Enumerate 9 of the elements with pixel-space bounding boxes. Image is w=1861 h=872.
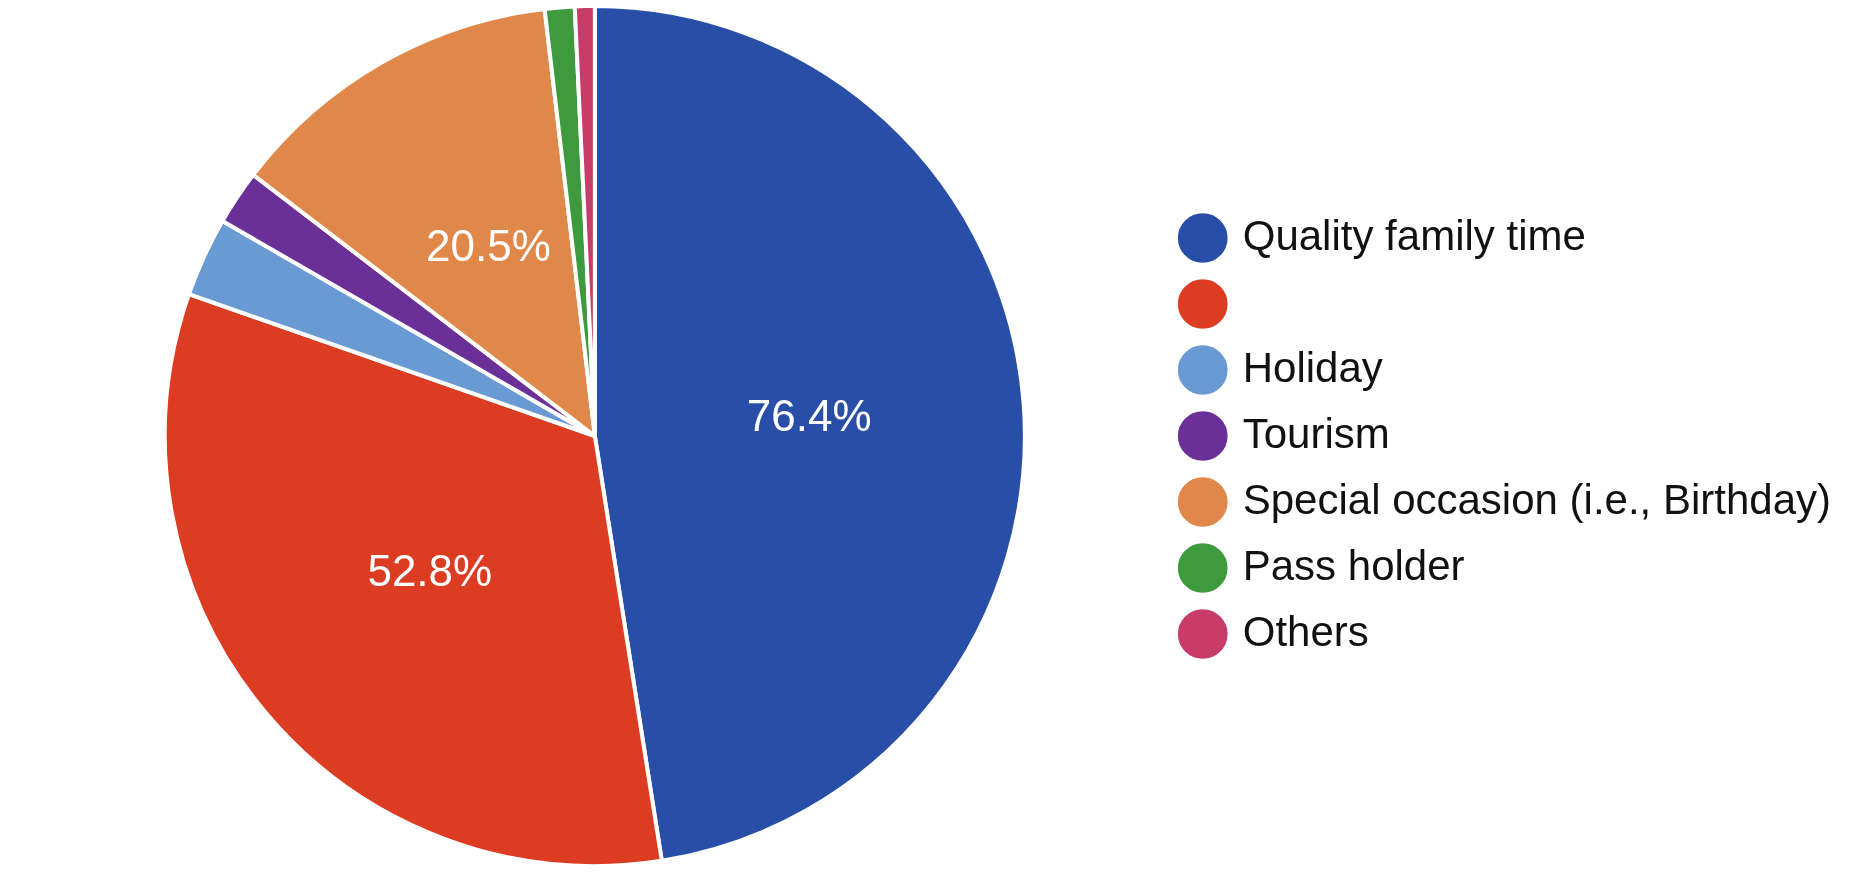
legend-label: Others <box>1242 607 1369 655</box>
data-label: 20.5% <box>426 221 551 271</box>
data-label: 52.8% <box>367 545 493 595</box>
legend-label: Quality family time <box>1242 211 1586 259</box>
legend-label: Special occasion (i.e., Birthday) <box>1242 475 1832 523</box>
legend-label: Tourism <box>1242 409 1390 457</box>
legend-label: Holiday <box>1242 343 1383 391</box>
data-label: 76.4% <box>746 391 872 441</box>
legend-label: Pass holder <box>1242 541 1465 589</box>
